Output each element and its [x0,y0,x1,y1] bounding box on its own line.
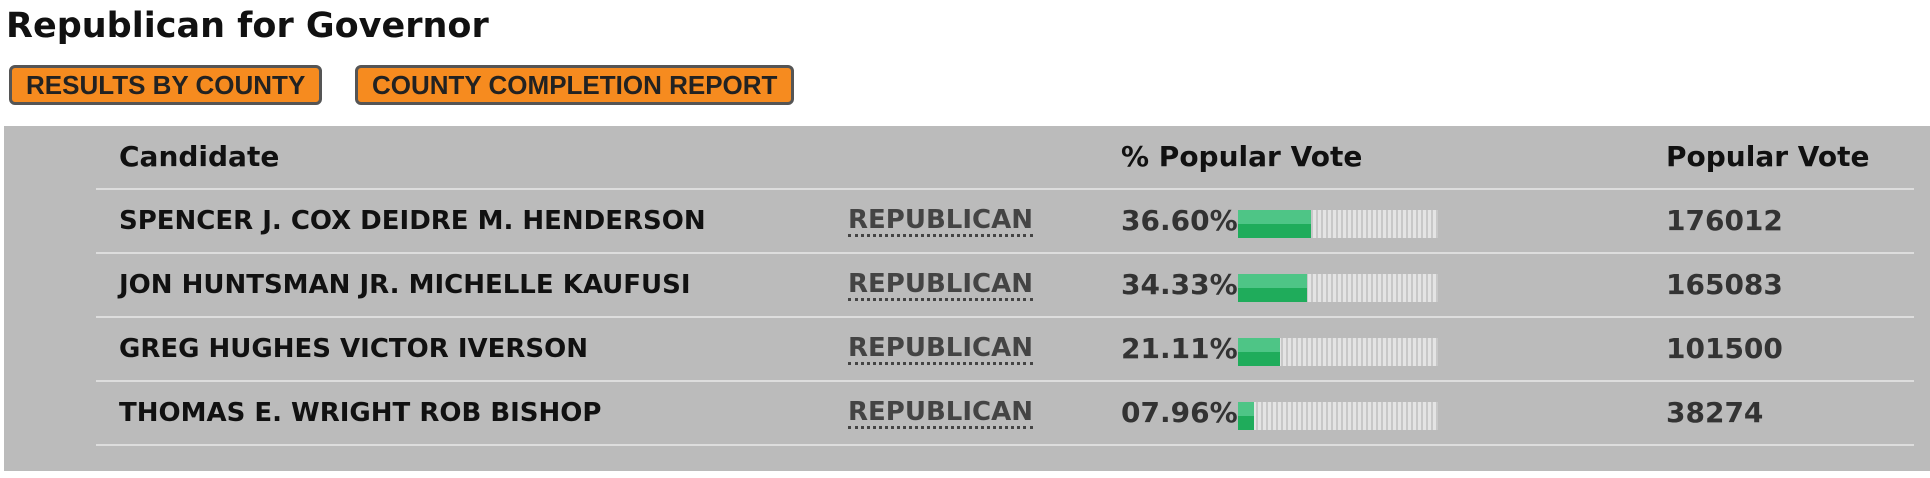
percent-bar [1238,402,1254,430]
candidate-name: THOMAS E. WRIGHT ROB BISHOP [119,398,602,428]
percent-bar [1238,210,1312,238]
percent-label: 21.11% [1121,332,1238,365]
vote-count: 38274 [1666,396,1764,429]
percent-bar-track [1238,210,1438,238]
column-header: Popular Vote [1666,140,1870,173]
party-link: REPUBLICAN [848,397,1033,429]
result-row: SPENCER J. COX DEIDRE M. HENDERSON REPUBL… [96,190,1914,254]
column-header: Candidate [119,140,280,173]
candidate-name: GREG HUGHES VICTOR IVERSON [119,334,588,364]
column-header: % Popular Vote [1121,140,1363,173]
percent-bar [1238,338,1281,366]
candidate-name: JON HUNTSMAN JR. MICHELLE KAUFUSI [119,270,691,300]
percent-label: 07.96% [1121,396,1238,429]
page-title: Republican for Governor [6,6,489,46]
results-panel: Candidate % Popular Vote Popular Vote SP… [4,126,1930,471]
party-link: REPUBLICAN [848,333,1033,365]
result-row: JON HUNTSMAN JR. MICHELLE KAUFUSI REPUBLI… [96,254,1914,318]
header-row: Candidate % Popular Vote Popular Vote [96,126,1914,190]
candidate-name: SPENCER J. COX DEIDRE M. HENDERSON [119,206,706,236]
vote-count: 101500 [1666,332,1783,365]
percent-bar [1238,274,1307,302]
percent-label: 34.33% [1121,268,1238,301]
percent-bar-track [1238,402,1438,430]
party-link: REPUBLICAN [848,269,1033,301]
result-row: THOMAS E. WRIGHT ROB BISHOP REPUBLICAN 07.… [96,382,1914,446]
percent-label: 36.60% [1121,204,1238,237]
vote-count: 176012 [1666,204,1783,237]
vote-count: 165083 [1666,268,1783,301]
party-link: REPUBLICAN [848,205,1033,237]
county-completion-button[interactable]: COUNTY COMPLETION REPORT [355,65,795,105]
result-row: GREG HUGHES VICTOR IVERSON REPUBLICAN 21.1… [96,318,1914,382]
percent-bar-track [1238,338,1438,366]
results-by-county-button[interactable]: RESULTS BY COUNTY [9,65,323,105]
percent-bar-track [1238,274,1438,302]
